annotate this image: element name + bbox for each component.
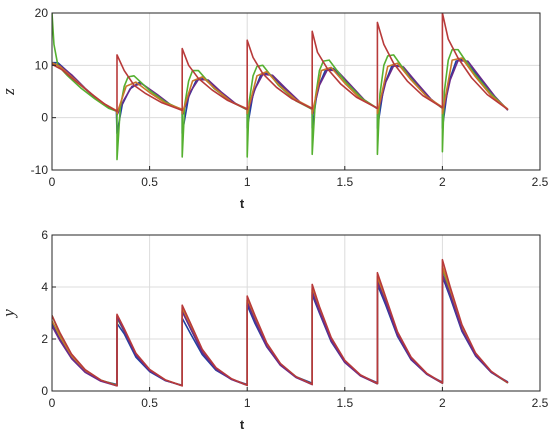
y-tick-label: -10 [31, 163, 49, 177]
x-axis-label: t [240, 417, 245, 432]
y-tick-label: 4 [41, 280, 48, 294]
bottom-plot-panel: 0 0.5 1 1.5 2 2.5 0 2 4 6 t y [0, 228, 549, 432]
x-tick-label: 1.5 [336, 396, 353, 410]
x-tick-label: 0.5 [141, 396, 158, 410]
y-tick-label: 10 [35, 58, 49, 72]
y-axis-label: z [0, 88, 18, 96]
y-axis-label: y [0, 309, 18, 319]
x-tick-label: 2.5 [532, 396, 549, 410]
series-line-5 [52, 258, 509, 387]
x-tick-label: 2 [439, 175, 446, 189]
tick-marks [51, 234, 541, 392]
y-tick-label: 0 [41, 111, 48, 125]
axes-frame [51, 234, 541, 392]
x-tick-label: 2 [439, 396, 446, 410]
y-tick-label: 6 [41, 228, 48, 242]
series-group [52, 13, 509, 161]
series-line-5 [52, 13, 509, 113]
x-axis-label: t [240, 196, 245, 211]
x-tick-label: 1 [244, 175, 251, 189]
x-tick-label: 0.5 [141, 175, 158, 189]
series-line-4 [52, 57, 509, 115]
x-tick-label: 2.5 [532, 175, 549, 189]
series-group [52, 258, 509, 387]
x-tick-label: 1.5 [336, 175, 353, 189]
y-tick-label: 2 [41, 332, 48, 346]
y-tick-label: 0 [41, 384, 48, 398]
axes-frame [51, 12, 541, 171]
tick-marks [51, 12, 541, 171]
x-tick-label: 1 [244, 396, 251, 410]
x-tick-label: 0 [49, 396, 56, 410]
y-tick-label: 20 [35, 6, 49, 20]
x-tick-label: 0 [49, 175, 56, 189]
